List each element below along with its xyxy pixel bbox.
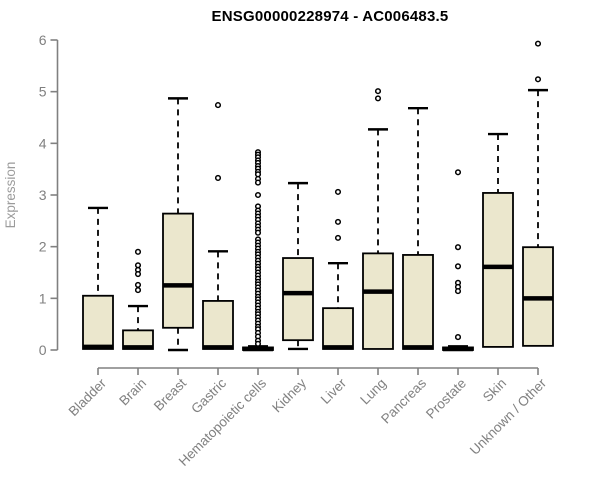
box-hematopoietic-cells: [242, 149, 274, 352]
x-tick-label: Breast: [151, 375, 189, 413]
outlier-point: [254, 179, 262, 186]
outlier-point: [134, 287, 142, 294]
outlier-point: [334, 234, 342, 241]
outlier-point: [454, 263, 462, 270]
x-tick-label: Unknown / Other: [467, 375, 550, 458]
x-tick-label: Prostate: [423, 376, 469, 422]
outlier-point: [534, 40, 542, 47]
iqr-box: [162, 212, 194, 329]
box-liver: [322, 188, 354, 350]
box-kidney: [282, 181, 314, 351]
y-axis: 0 1 2 3 4 5 6 Expression: [3, 32, 59, 358]
x-tick-label: Skin: [480, 376, 509, 405]
box-brain: [122, 248, 154, 350]
box-bladder: [82, 206, 114, 350]
y-tick-label: 0: [39, 342, 47, 358]
outlier-point: [454, 288, 462, 295]
outlier-point: [134, 281, 142, 288]
box-unknown-other: [522, 40, 554, 347]
iqr-box: [402, 254, 434, 350]
box-skin: [482, 132, 514, 348]
iqr-box: [482, 192, 514, 348]
box-pancreas: [402, 106, 434, 350]
box-lung: [362, 88, 394, 350]
iqr-box: [202, 300, 234, 350]
iqr-box: [282, 257, 314, 342]
y-tick-label: 3: [39, 187, 47, 203]
box-breast: [162, 97, 194, 352]
outlier-point: [214, 174, 222, 181]
y-tick-label: 2: [39, 239, 47, 255]
outlier-point: [534, 76, 542, 83]
y-axis-title: Expression: [3, 162, 18, 229]
outlier-point: [374, 88, 382, 95]
outlier-point: [334, 218, 342, 225]
y-tick-label: 6: [39, 32, 47, 48]
outlier-point: [134, 248, 142, 255]
x-tick-label: Bladder: [66, 375, 110, 419]
iqr-box: [82, 294, 114, 350]
iqr-box: [362, 252, 394, 350]
outlier-point: [454, 244, 462, 251]
outlier-point: [454, 334, 462, 341]
outlier-point: [214, 102, 222, 109]
outlier-point: [254, 191, 262, 199]
x-tick-label: Liver: [318, 375, 350, 407]
outlier-point: [134, 271, 142, 278]
x-tick-label: Lung: [357, 376, 389, 408]
chart-title: ENSG00000228974 - AC006483.5: [211, 8, 449, 25]
y-tick-label: 5: [39, 84, 47, 100]
box-gastric: [202, 102, 234, 350]
y-tick-label: 4: [39, 135, 47, 151]
outlier-point: [334, 188, 342, 195]
outlier-point: [454, 169, 462, 176]
x-tick-label: Brain: [116, 376, 149, 409]
outlier-point: [374, 95, 382, 102]
y-tick-label: 1: [39, 290, 47, 306]
x-tick-label: Kidney: [269, 375, 309, 415]
outlier-point: [254, 340, 262, 347]
outlier-point: [254, 229, 262, 236]
iqr-box: [322, 307, 354, 350]
box-prostate: [442, 169, 474, 352]
